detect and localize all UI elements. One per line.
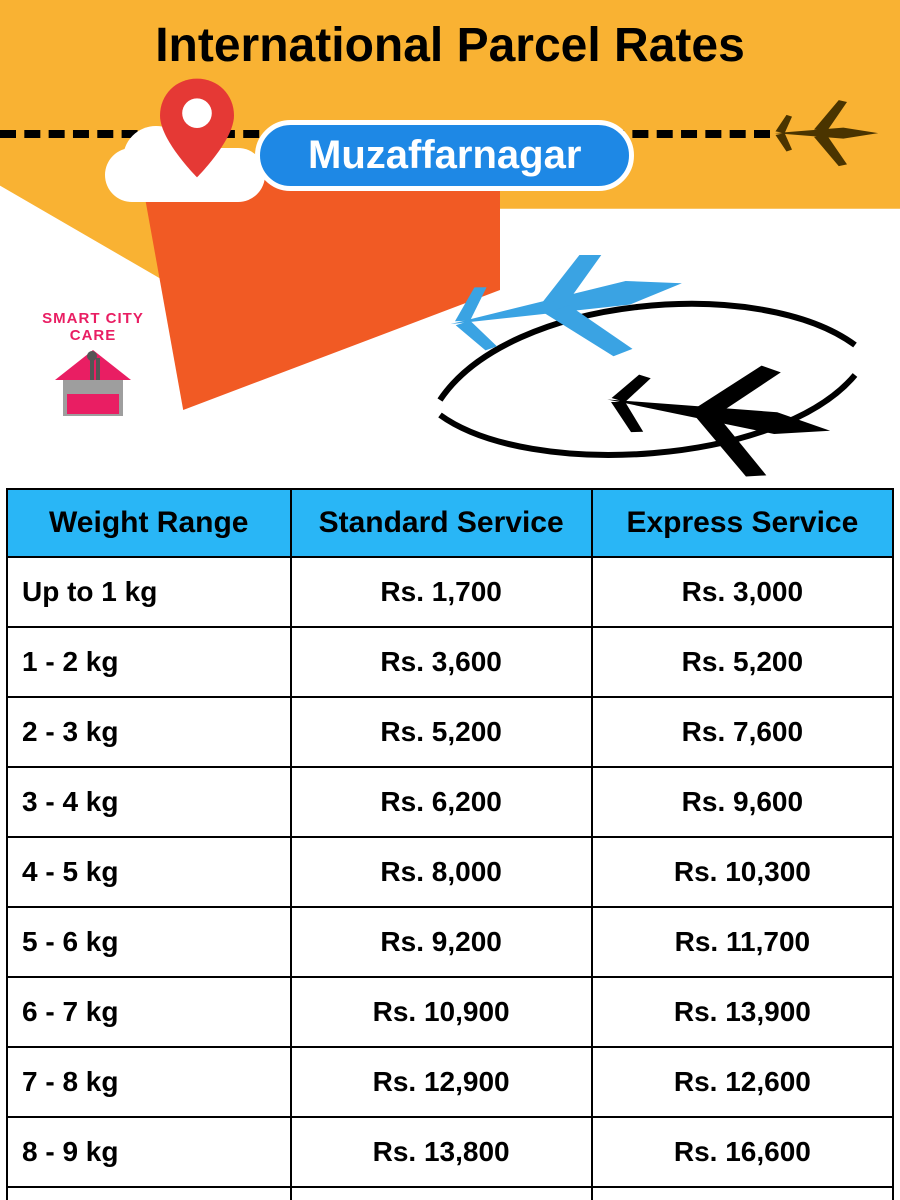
table-row: 2 - 3 kg Rs. 5,200 Rs. 7,600 (7, 697, 893, 767)
cell-weight: Up to 1 kg (7, 557, 291, 627)
table-row: 6 - 7 kg Rs. 10,900 Rs. 13,900 (7, 977, 893, 1047)
table-row: 7 - 8 kg Rs. 12,900 Rs. 12,600 (7, 1047, 893, 1117)
cell-weight: 8 - 9 kg (7, 1117, 291, 1187)
table-body: Up to 1 kg Rs. 1,700 Rs. 3,000 1 - 2 kg … (7, 557, 893, 1200)
brand-logo-text: SMART CITY CARE (18, 310, 168, 344)
rates-table: Weight Range Standard Service Express Se… (6, 488, 894, 1200)
cell-express: Rs. 13,900 (592, 977, 893, 1047)
col-header-weight: Weight Range (7, 489, 291, 557)
table-row: 8 - 9 kg Rs. 13,800 Rs. 16,600 (7, 1117, 893, 1187)
cell-standard: Rs. 6,200 (291, 767, 592, 837)
table-row: Up to 1 kg Rs. 1,700 Rs. 3,000 (7, 557, 893, 627)
cell-express: Rs. 5,200 (592, 627, 893, 697)
table-row: 5 - 6 kg Rs. 9,200 Rs. 11,700 (7, 907, 893, 977)
col-header-standard: Standard Service (291, 489, 592, 557)
table-row: 3 - 4 kg Rs. 6,200 Rs. 9,600 (7, 767, 893, 837)
cell-express: Rs. 9,600 (592, 767, 893, 837)
cell-weight: 2 - 3 kg (7, 697, 291, 767)
city-pill: Muzaffarnagar (255, 120, 634, 191)
cell-weight: 1 - 2 kg (7, 627, 291, 697)
cell-standard: Rs. 8,000 (291, 837, 592, 907)
table-header-row: Weight Range Standard Service Express Se… (7, 489, 893, 557)
cell-standard: Rs. 15,400 (291, 1187, 592, 1200)
cell-standard: Rs. 5,200 (291, 697, 592, 767)
cell-standard: Rs. 9,200 (291, 907, 592, 977)
cell-express: Rs. 18,600 (592, 1187, 893, 1200)
cell-standard: Rs. 12,900 (291, 1047, 592, 1117)
cell-standard: Rs. 10,900 (291, 977, 592, 1047)
cell-weight: 7 - 8 kg (7, 1047, 291, 1117)
cell-weight: 3 - 4 kg (7, 767, 291, 837)
page: International Parcel Rates Muzaffarnagar… (0, 0, 900, 1200)
page-title: International Parcel Rates (0, 18, 900, 73)
cell-express: Rs. 3,000 (592, 557, 893, 627)
table-row: 9 - 10 kg Rs. 15,400 Rs. 18,600 (7, 1187, 893, 1200)
cell-weight: 9 - 10 kg (7, 1187, 291, 1200)
city-name: Muzaffarnagar (308, 133, 581, 177)
brand-logo-house-icon (53, 350, 133, 420)
cell-weight: 6 - 7 kg (7, 977, 291, 1047)
cell-standard: Rs. 1,700 (291, 557, 592, 627)
airplane-small-icon (770, 95, 880, 175)
cell-standard: Rs. 13,800 (291, 1117, 592, 1187)
cell-express: Rs. 12,600 (592, 1047, 893, 1117)
location-pin-icon (160, 78, 234, 178)
col-header-express: Express Service (592, 489, 893, 557)
cell-express: Rs. 11,700 (592, 907, 893, 977)
table-row: 4 - 5 kg Rs. 8,000 Rs. 10,300 (7, 837, 893, 907)
cell-weight: 4 - 5 kg (7, 837, 291, 907)
table-row: 1 - 2 kg Rs. 3,600 Rs. 5,200 (7, 627, 893, 697)
brand-logo: SMART CITY CARE (18, 310, 168, 420)
cell-express: Rs. 10,300 (592, 837, 893, 907)
airplanes-swoosh-icon (380, 255, 880, 485)
cell-standard: Rs. 3,600 (291, 627, 592, 697)
cell-express: Rs. 7,600 (592, 697, 893, 767)
cell-weight: 5 - 6 kg (7, 907, 291, 977)
cell-express: Rs. 16,600 (592, 1117, 893, 1187)
